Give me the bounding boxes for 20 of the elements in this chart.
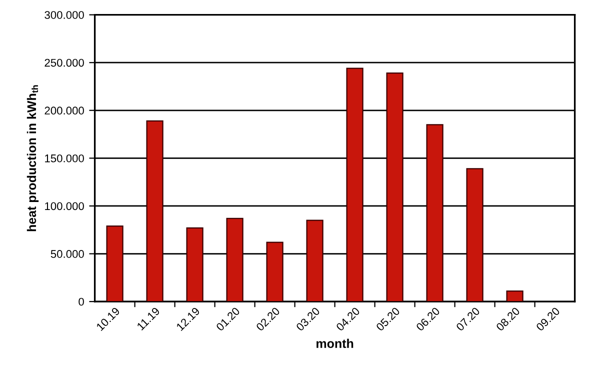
bar xyxy=(426,124,444,302)
bar xyxy=(266,242,284,302)
y-tick-label: 100.000 xyxy=(45,202,84,210)
y-tick-label: 250.000 xyxy=(44,58,84,67)
y-tick-label: 200.000 xyxy=(44,106,84,115)
y-tick-label: 50.000 xyxy=(50,250,84,258)
bar xyxy=(106,225,124,302)
y-tick-label: 0 xyxy=(78,298,84,306)
y-axis-title: heat production in kWh$_{th}$ xyxy=(26,85,39,232)
y-tick-label: 300.000 xyxy=(44,11,84,19)
bar xyxy=(506,290,524,302)
bar xyxy=(306,220,324,302)
bar xyxy=(466,168,484,302)
bar xyxy=(346,68,364,302)
bar xyxy=(386,72,404,302)
bar xyxy=(226,218,244,302)
bar xyxy=(186,227,204,302)
x-axis-title: month xyxy=(316,338,354,348)
y-tick-label: 150.000 xyxy=(45,154,84,162)
bar xyxy=(146,120,164,302)
